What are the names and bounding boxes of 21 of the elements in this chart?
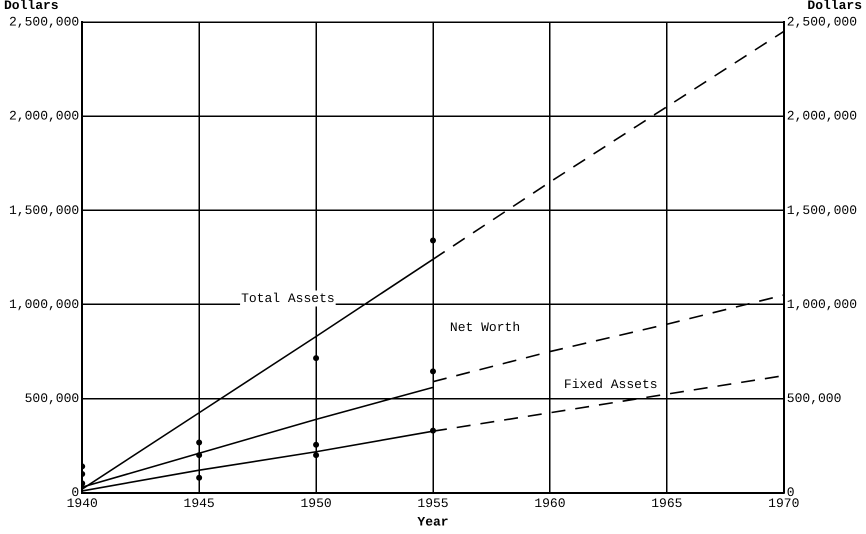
x-tick-label: 1945 [184,496,215,512]
y-tick-label: 2,000,000 [8,108,80,124]
y2-tick-label: 1,500,000 [786,202,858,218]
x-tick-label: 1950 [300,496,332,512]
y2-tick-label: 500,000 [786,391,842,406]
x-tick-label: 1960 [534,496,566,512]
x-tick-label: 1965 [651,496,682,512]
series-label: Fixed Assets [564,377,658,392]
x-tick-label: 1955 [417,496,449,512]
x-tick-label: 1970 [768,496,800,512]
y-tick-label: 2,500,000 [8,14,80,30]
y-tick-label: 500,000 [24,391,80,406]
y2-tick-label: 1,000,000 [786,296,858,312]
series-label: Net Worth [450,320,520,335]
y-tick-label: 1,000,000 [8,296,80,312]
y-tick-label: 1,500,000 [8,202,80,218]
x-axis-title: Year [417,514,449,530]
y2-tick-label: 2,000,000 [786,108,858,124]
series-label: Total Assets [241,290,335,306]
y2-tick-label: 2,500,000 [786,14,858,30]
x-tick-label: 1940 [66,496,98,512]
